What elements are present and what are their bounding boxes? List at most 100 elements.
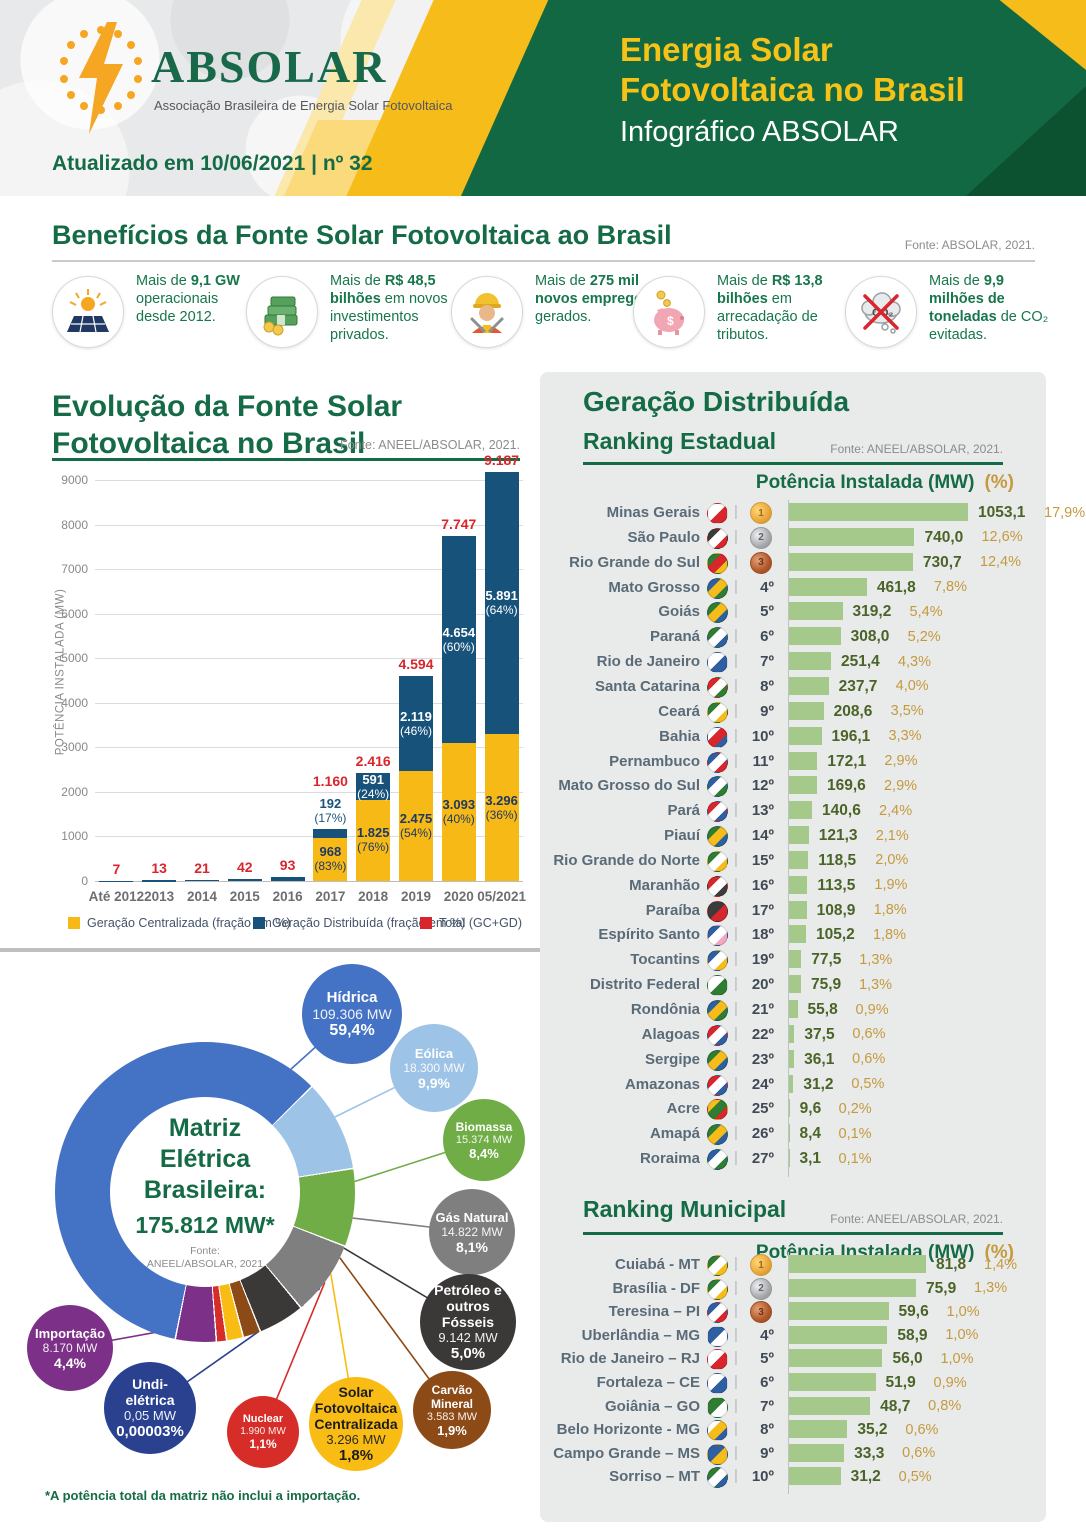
rank-number: 26º — [751, 1125, 774, 1143]
ranking-bar — [788, 1467, 841, 1486]
ranking-bar — [788, 1349, 883, 1368]
benefits-title: Benefícios da Fonte Solar Fotovoltaica a… — [52, 220, 672, 250]
bubble-percent: 4,4% — [54, 1354, 86, 1371]
segment-geracao-distribuida — [142, 880, 177, 882]
ranking-bar — [788, 1000, 798, 1018]
ranking-percent: 2,0% — [875, 852, 909, 869]
ranking-bar — [788, 503, 968, 521]
total-label: 13 — [151, 860, 167, 877]
rank-number: 10º — [751, 727, 774, 745]
ranking-name: Campo Grande – MS — [553, 1444, 700, 1462]
evolution-source: Fonte: ANEEL/ABSOLAR, 2021. — [340, 438, 520, 452]
gridline — [95, 524, 523, 526]
bubble-mw-value: 8.170 MW — [42, 1340, 98, 1355]
gold-medal-icon: 1 — [750, 502, 772, 524]
header: ABSOLAR Associação Brasileira de Energia… — [0, 0, 1086, 196]
ranking-name: Tocantins — [630, 951, 700, 969]
flag-icon — [707, 776, 728, 798]
col-header-pct: (%) — [984, 1242, 1014, 1263]
ranking-bar — [788, 1396, 871, 1415]
legend-item: Geração Distribuída (fração em %) — [253, 916, 465, 930]
bubble-mw-value: 3.296 MW — [326, 1432, 386, 1447]
ranking-row: Brasília - DF | 2 75,9 1,3% — [540, 1277, 1046, 1304]
rank-number: 25º — [751, 1100, 774, 1118]
ranking-row: Goiás | 5º 319,2 5,4% — [540, 602, 1046, 628]
rank-separator: | — [734, 900, 738, 918]
rank-separator: | — [734, 850, 738, 868]
flag-icon — [707, 826, 728, 848]
ranking-bar — [788, 801, 813, 820]
ranking-value: 36,1 — [804, 1050, 835, 1068]
ranking-value: 118,5 — [818, 851, 857, 869]
ranking-name: Mato Grosso — [608, 578, 700, 596]
ranking-value: 730,7 — [922, 553, 962, 571]
x-axis-tick: 2013 — [144, 889, 175, 904]
ranking-value: 461,8 — [876, 578, 916, 596]
gc-label: 3.296 (36%) — [485, 792, 518, 822]
ranking-percent: 0,1% — [838, 1150, 872, 1167]
ranking-row: Acre | 25º 9,6 0,2% — [540, 1099, 1046, 1125]
ranking-bar — [788, 900, 807, 919]
ranking-row: Rio de Janeiro – RJ | 5º 56,0 1,0% — [540, 1349, 1046, 1374]
ranking-percent: 3,5% — [890, 703, 924, 720]
rank-separator: | — [734, 577, 738, 595]
bubble-name: Gás Natural — [435, 1209, 509, 1225]
silver-medal-icon: 2 — [750, 1277, 772, 1300]
segment-geracao-distribuida — [484, 471, 519, 735]
ranking-row: Maranhão | 16º 113,5 1,9% — [540, 875, 1046, 902]
ranking-name: Piauí — [664, 827, 700, 845]
bubble-percent: 9,9% — [418, 1074, 450, 1091]
rank-number: 4º — [760, 578, 774, 596]
svg-text:$: $ — [667, 314, 674, 328]
flag-icon — [707, 1124, 728, 1146]
header-subtitle: Infográfico ABSOLAR — [620, 116, 899, 148]
ranking-bar — [788, 1049, 795, 1068]
ranking-percent: 12,6% — [981, 529, 1023, 546]
rank-separator: | — [734, 751, 738, 769]
flag-icon — [707, 726, 728, 748]
ranking-row: Amazonas | 24º 31,2 0,5% — [540, 1074, 1046, 1101]
rank-number: 22º — [751, 1025, 774, 1043]
ranking-name: Paraná — [649, 628, 700, 646]
ranking-percent: 0,9% — [855, 1001, 889, 1018]
bubble-name: Nuclear — [242, 1413, 284, 1425]
rank-separator: | — [734, 527, 738, 545]
bubble-solar-fotovoltaica-centralizada: Solar Fotovoltaica Centralizada 3.296 MW 1… — [309, 1377, 403, 1471]
ranking-row: Bahia | 10º 196,1 3,3% — [540, 726, 1046, 753]
rank-separator: | — [734, 503, 738, 520]
flag-icon — [707, 602, 728, 624]
rank-separator: | — [734, 1443, 738, 1461]
bar-2015 — [227, 382, 262, 881]
ranking-row: Tocantins | 19º 77,5 1,3% — [540, 950, 1046, 976]
flag-icon — [707, 900, 728, 922]
evolution-legend: Geração Centralizada (fração em %) Geraçã… — [40, 916, 542, 936]
ranking-percent: 2,9% — [884, 753, 918, 769]
gd-label: 192 (17%) — [314, 796, 347, 826]
y-axis-tick: 5000 — [61, 651, 88, 666]
flag-icon — [707, 850, 728, 872]
segment-geracao-distribuida — [99, 880, 134, 882]
rank-separator: | — [734, 950, 738, 968]
ranking-percent: 2,4% — [879, 802, 913, 819]
bubble-petr-leo-e-outros-f-sseis: Petróleo e outros Fósseis 9.142 MW 5,0% — [420, 1274, 516, 1370]
matriz-section: Matriz Elétrica Brasileira: 175.812 MW* … — [0, 948, 540, 1536]
rank-number: 15º — [751, 851, 774, 869]
bubble-mw-value: 9.142 MW — [438, 1330, 498, 1345]
rank-separator: | — [734, 875, 738, 893]
ranking-name: Roraima — [639, 1150, 700, 1168]
rank-separator: | — [734, 676, 738, 694]
y-axis-tick: 1000 — [61, 829, 88, 844]
rank-number: 9º — [760, 1444, 774, 1462]
bubble-percent: 8,1% — [456, 1238, 488, 1255]
piggy-bank-icon: $ — [633, 276, 705, 348]
ranking-name: Goiás — [658, 603, 700, 621]
ranking-bar — [788, 1420, 848, 1439]
rank-separator: | — [734, 1420, 738, 1438]
segment-geracao-distribuida — [441, 535, 476, 744]
rank-separator: | — [734, 826, 738, 844]
benefit-text: Mais de 9,1 GW operacionais desde 2012. — [136, 273, 240, 325]
benefits-section: Benefícios da Fonte Solar Fotovoltaica a… — [0, 196, 1086, 372]
ranking-value: 108,9 — [816, 901, 856, 919]
ranking-value: 33,3 — [854, 1444, 885, 1462]
